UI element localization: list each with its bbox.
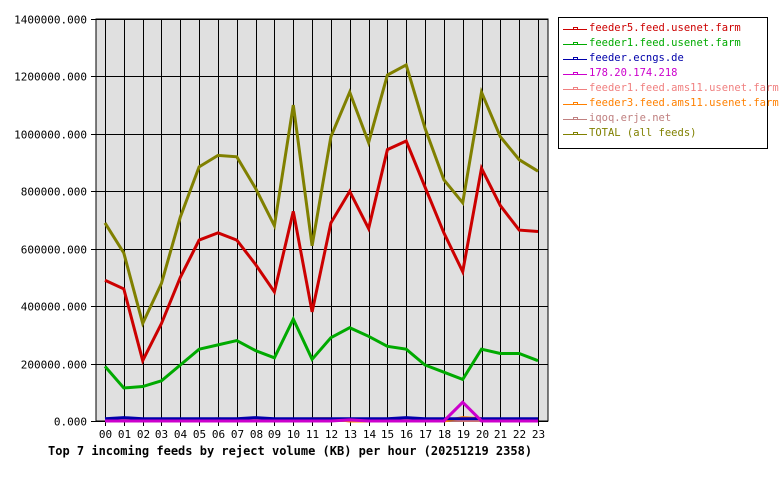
svg-text:800000.000: 800000.000 [21,186,87,199]
legend-swatch-icon [563,129,587,139]
svg-text:07: 07 [231,428,244,441]
legend-item: feeder.ecngs.de [563,51,767,66]
legend-swatch-icon [563,69,587,79]
svg-text:600000.000: 600000.000 [21,244,87,257]
series-line [103,62,539,328]
series-line [104,416,538,421]
legend-item: feeder1.feed.ams11.usenet.farm [563,81,779,96]
legend-label: feeder.ecngs.de [589,52,684,64]
series-line [103,315,539,390]
svg-text:1200000.000: 1200000.000 [14,71,87,84]
legend-label: 178.20.174.218 [589,67,678,79]
svg-text:11: 11 [306,428,319,441]
svg-text:23: 23 [532,428,545,441]
legend-swatch-icon [563,114,587,124]
legend: feeder5.feed.usenet.farm feeder1.feed.us… [558,17,779,149]
legend-label: feeder5.feed.usenet.farm [589,22,741,34]
svg-text:0.000: 0.000 [54,416,87,429]
series-line [104,138,539,365]
svg-text:10: 10 [287,428,300,441]
legend-swatch-icon [563,54,587,64]
legend-label: iqoq.erje.net [589,112,672,124]
svg-text:13: 13 [344,428,357,441]
plot-area [95,18,549,422]
series-line [105,400,538,423]
svg-text:00: 00 [99,428,112,441]
legend-item: iqoq.erje.net [563,111,767,126]
svg-text:20: 20 [476,428,489,441]
legend-label: feeder3.feed.ams11.usenet.farm [589,97,779,109]
svg-text:01: 01 [118,428,131,441]
svg-text:14: 14 [363,428,377,441]
svg-text:1400000.000: 1400000.000 [14,14,87,27]
svg-text:03: 03 [155,428,168,441]
legend-swatch-icon [563,99,587,109]
legend-label: TOTAL (all feeds) [589,127,697,139]
svg-text:09: 09 [268,428,281,441]
svg-text:06: 06 [212,428,225,441]
legend-swatch-icon [563,24,587,34]
legend-item: feeder5.feed.usenet.farm [563,21,767,36]
legend-label: feeder1.feed.usenet.farm [589,37,741,49]
svg-text:1000000.000: 1000000.000 [14,129,87,142]
svg-text:05: 05 [193,428,206,441]
svg-text:18: 18 [438,428,451,441]
legend-item: TOTAL (all feeds) [563,126,767,141]
svg-text:21: 21 [494,428,507,441]
y-axis-tick-labels: 0.000 200000.000 400000.000 600000.000 80000… [14,14,87,429]
data-series [103,62,539,423]
svg-text:22: 22 [513,428,526,441]
svg-text:12: 12 [325,428,338,441]
legend-item: feeder1.feed.usenet.farm [563,36,767,51]
svg-text:400000.000: 400000.000 [21,301,87,314]
svg-text:15: 15 [381,428,394,441]
x-axis-tick-labels: 00 01 02 03 04 05 06 07 08 09 10 11 12 13 14 15 16 17 18 19… [99,428,545,441]
svg-text:04: 04 [174,428,188,441]
legend-label: feeder1.feed.ams11.usenet.farm [589,82,779,94]
legend-swatch-icon [563,84,587,94]
svg-text:200000.000: 200000.000 [21,359,87,372]
legend-swatch-icon [563,39,587,49]
svg-text:19: 19 [457,428,470,441]
legend-item: 178.20.174.218 [563,66,767,81]
legend-item: feeder3.feed.ams11.usenet.farm [563,96,779,111]
svg-text:08: 08 [250,428,263,441]
chart-caption: Top 7 incoming feeds by reject volume (K… [48,444,533,458]
svg-text:16: 16 [400,428,413,441]
svg-text:02: 02 [137,428,150,441]
svg-text:17: 17 [419,428,432,441]
